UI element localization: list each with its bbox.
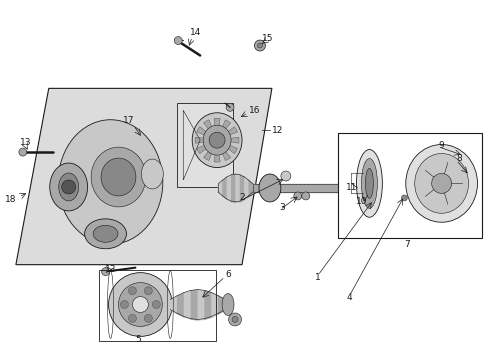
Text: 6: 6	[225, 270, 230, 279]
Text: 4: 4	[346, 293, 352, 302]
Wedge shape	[217, 140, 230, 161]
Ellipse shape	[58, 120, 163, 244]
Ellipse shape	[361, 158, 377, 208]
Ellipse shape	[382, 178, 392, 198]
Circle shape	[144, 314, 152, 322]
Text: 16: 16	[249, 106, 260, 115]
Text: 11: 11	[345, 184, 357, 193]
Circle shape	[225, 103, 234, 111]
Wedge shape	[217, 127, 237, 140]
Text: 9: 9	[437, 141, 443, 150]
Text: 13: 13	[20, 138, 32, 147]
Text: 13: 13	[104, 265, 116, 274]
Wedge shape	[195, 137, 217, 143]
Circle shape	[401, 195, 407, 201]
Text: 3: 3	[279, 203, 284, 212]
Circle shape	[232, 316, 238, 323]
Circle shape	[132, 297, 148, 312]
Text: 7: 7	[404, 240, 409, 249]
Wedge shape	[217, 140, 237, 154]
Text: 2: 2	[239, 193, 244, 202]
Circle shape	[19, 148, 27, 156]
Ellipse shape	[365, 168, 373, 198]
Circle shape	[209, 132, 224, 148]
Ellipse shape	[414, 153, 468, 213]
Ellipse shape	[405, 144, 476, 222]
Wedge shape	[217, 137, 239, 143]
Text: 8: 8	[455, 154, 461, 163]
Ellipse shape	[93, 225, 118, 242]
Ellipse shape	[91, 147, 145, 207]
Circle shape	[257, 43, 262, 48]
Circle shape	[118, 283, 162, 327]
Ellipse shape	[50, 163, 87, 211]
Bar	[337, 133, 481, 238]
Circle shape	[301, 192, 309, 200]
Wedge shape	[217, 120, 230, 140]
Ellipse shape	[222, 293, 234, 315]
Bar	[177, 103, 233, 187]
Circle shape	[120, 301, 128, 309]
Circle shape	[61, 180, 76, 194]
Circle shape	[152, 301, 160, 309]
Wedge shape	[196, 127, 217, 140]
Polygon shape	[16, 88, 271, 265]
Text: 14: 14	[189, 28, 201, 37]
Circle shape	[228, 313, 241, 326]
Text: 12: 12	[272, 126, 283, 135]
Text: 15: 15	[262, 34, 273, 43]
Bar	[99, 270, 216, 341]
Ellipse shape	[192, 113, 242, 167]
Text: 18: 18	[5, 195, 17, 204]
Ellipse shape	[84, 219, 126, 249]
Ellipse shape	[101, 158, 136, 196]
Text: 1: 1	[314, 273, 320, 282]
Circle shape	[128, 314, 136, 322]
Wedge shape	[214, 140, 220, 162]
Circle shape	[108, 273, 172, 336]
Text: 10: 10	[355, 197, 366, 206]
Ellipse shape	[378, 172, 396, 204]
Text: 5: 5	[135, 335, 141, 344]
Ellipse shape	[141, 159, 163, 189]
Ellipse shape	[59, 173, 79, 201]
Circle shape	[366, 198, 376, 208]
Wedge shape	[196, 140, 217, 154]
Circle shape	[431, 174, 451, 193]
Circle shape	[128, 287, 136, 295]
Circle shape	[102, 268, 109, 276]
Circle shape	[397, 191, 410, 205]
Circle shape	[144, 287, 152, 295]
Wedge shape	[214, 118, 220, 140]
Circle shape	[174, 37, 182, 45]
Circle shape	[254, 40, 265, 51]
Wedge shape	[203, 120, 217, 140]
Ellipse shape	[203, 125, 230, 155]
Circle shape	[293, 192, 301, 200]
Ellipse shape	[356, 149, 382, 217]
Circle shape	[280, 171, 290, 181]
Wedge shape	[203, 140, 217, 161]
Text: 17: 17	[122, 116, 134, 125]
Ellipse shape	[259, 174, 280, 202]
